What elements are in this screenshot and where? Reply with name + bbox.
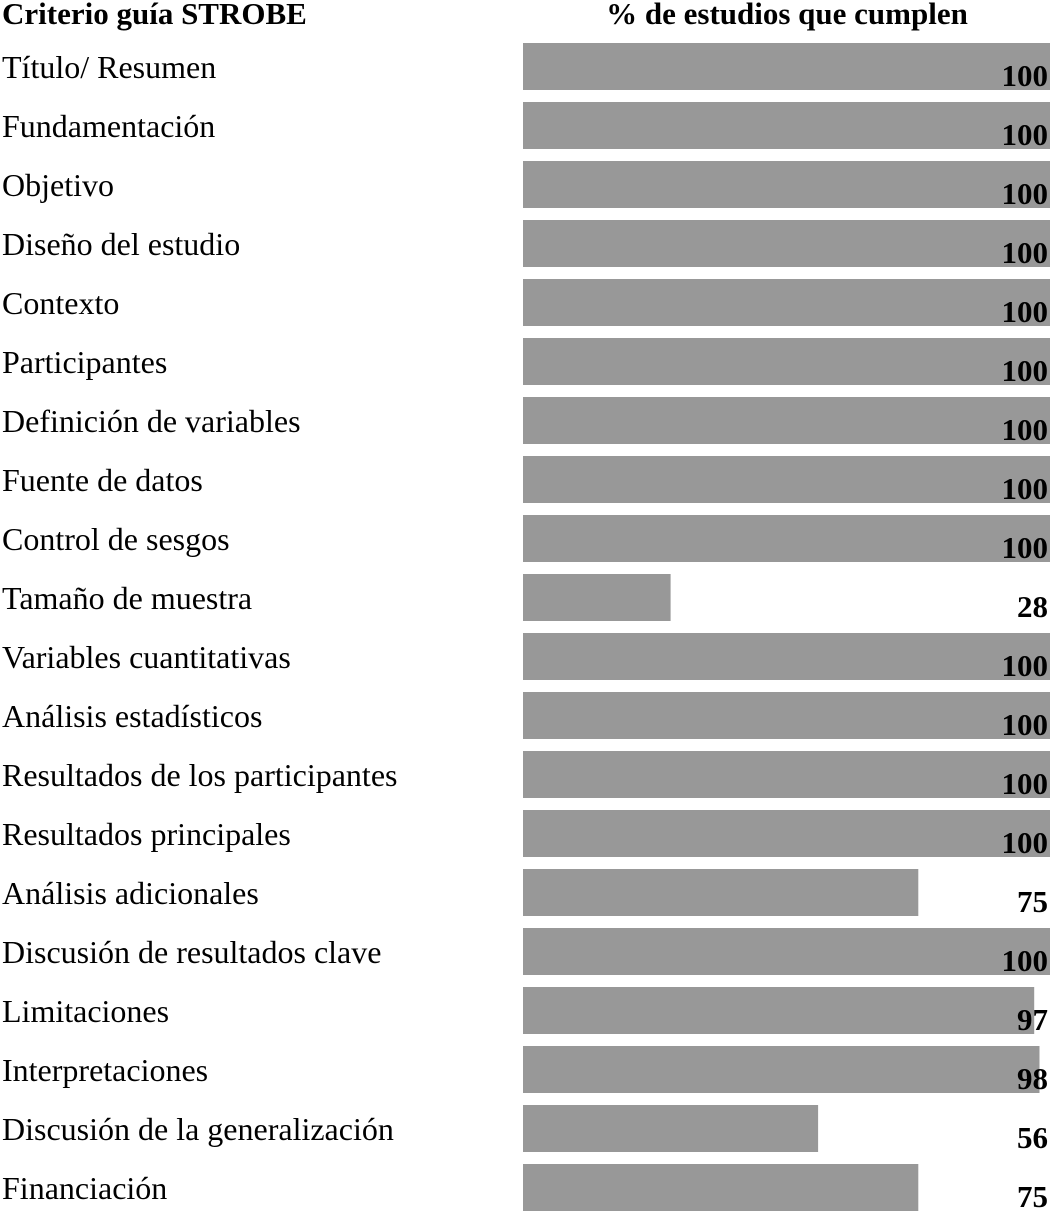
value-label: 28 bbox=[1017, 589, 1048, 624]
bar bbox=[523, 1105, 819, 1152]
bar bbox=[523, 279, 1050, 326]
category-label: Tamaño de muestra bbox=[2, 580, 252, 616]
bar bbox=[523, 574, 671, 621]
bar bbox=[523, 1164, 919, 1211]
bar bbox=[523, 338, 1050, 385]
value-label: 100 bbox=[1002, 117, 1049, 152]
category-label: Discusión de resultados clave bbox=[2, 934, 381, 970]
category-label: Análisis adicionales bbox=[2, 875, 259, 911]
bar bbox=[523, 928, 1050, 975]
category-label: Contexto bbox=[2, 285, 119, 321]
bar bbox=[523, 456, 1050, 503]
category-label: Interpretaciones bbox=[2, 1052, 208, 1088]
value-label: 100 bbox=[1002, 353, 1049, 388]
value-label: 100 bbox=[1002, 648, 1049, 683]
chart-rows: Título/ Resumen 100 Fundamentación 100 Objet… bbox=[2, 43, 1050, 1211]
bar bbox=[523, 987, 1035, 1034]
value-label: 56 bbox=[1017, 1120, 1048, 1155]
category-label: Discusión de la generalización bbox=[2, 1111, 394, 1147]
percent-column-header: % de estudios que cumplen bbox=[606, 0, 968, 31]
value-label: 100 bbox=[1002, 825, 1049, 860]
bar bbox=[523, 515, 1050, 562]
value-label: 97 bbox=[1017, 1002, 1048, 1037]
value-label: 100 bbox=[1002, 471, 1049, 506]
bar bbox=[523, 751, 1050, 798]
category-label: Control de sesgos bbox=[2, 521, 230, 557]
bar bbox=[523, 1046, 1040, 1093]
value-label: 100 bbox=[1002, 294, 1049, 329]
bar bbox=[523, 161, 1050, 208]
category-label: Diseño del estudio bbox=[2, 226, 240, 262]
category-label: Variables cuantitativas bbox=[2, 639, 291, 675]
value-label: 100 bbox=[1002, 235, 1049, 270]
category-label: Limitaciones bbox=[2, 993, 169, 1029]
category-label: Financiación bbox=[2, 1170, 167, 1206]
category-label: Objetivo bbox=[2, 167, 114, 203]
bar bbox=[523, 102, 1050, 149]
bar bbox=[523, 869, 919, 916]
bar bbox=[523, 810, 1050, 857]
category-label: Participantes bbox=[2, 344, 167, 380]
bar bbox=[523, 692, 1050, 739]
value-label: 75 bbox=[1017, 884, 1048, 919]
value-label: 100 bbox=[1002, 58, 1049, 93]
bar bbox=[523, 220, 1050, 267]
category-label: Resultados principales bbox=[2, 816, 291, 852]
category-label: Definición de variables bbox=[2, 403, 301, 439]
bar bbox=[523, 397, 1050, 444]
value-label: 75 bbox=[1017, 1179, 1048, 1211]
category-label: Análisis estadísticos bbox=[2, 698, 262, 734]
value-label: 98 bbox=[1017, 1061, 1048, 1096]
category-label: Fundamentación bbox=[2, 108, 215, 144]
value-label: 100 bbox=[1002, 707, 1049, 742]
bar bbox=[523, 633, 1050, 680]
bar bbox=[523, 43, 1050, 90]
value-label: 100 bbox=[1002, 530, 1049, 565]
value-label: 100 bbox=[1002, 176, 1049, 211]
category-label: Título/ Resumen bbox=[2, 49, 216, 85]
value-label: 100 bbox=[1002, 766, 1049, 801]
value-label: 100 bbox=[1002, 943, 1049, 978]
category-label: Fuente de datos bbox=[2, 462, 203, 498]
value-label: 100 bbox=[1002, 412, 1049, 447]
criterion-column-header: Criterio guía STROBE bbox=[2, 0, 307, 31]
category-label: Resultados de los participantes bbox=[2, 757, 397, 793]
